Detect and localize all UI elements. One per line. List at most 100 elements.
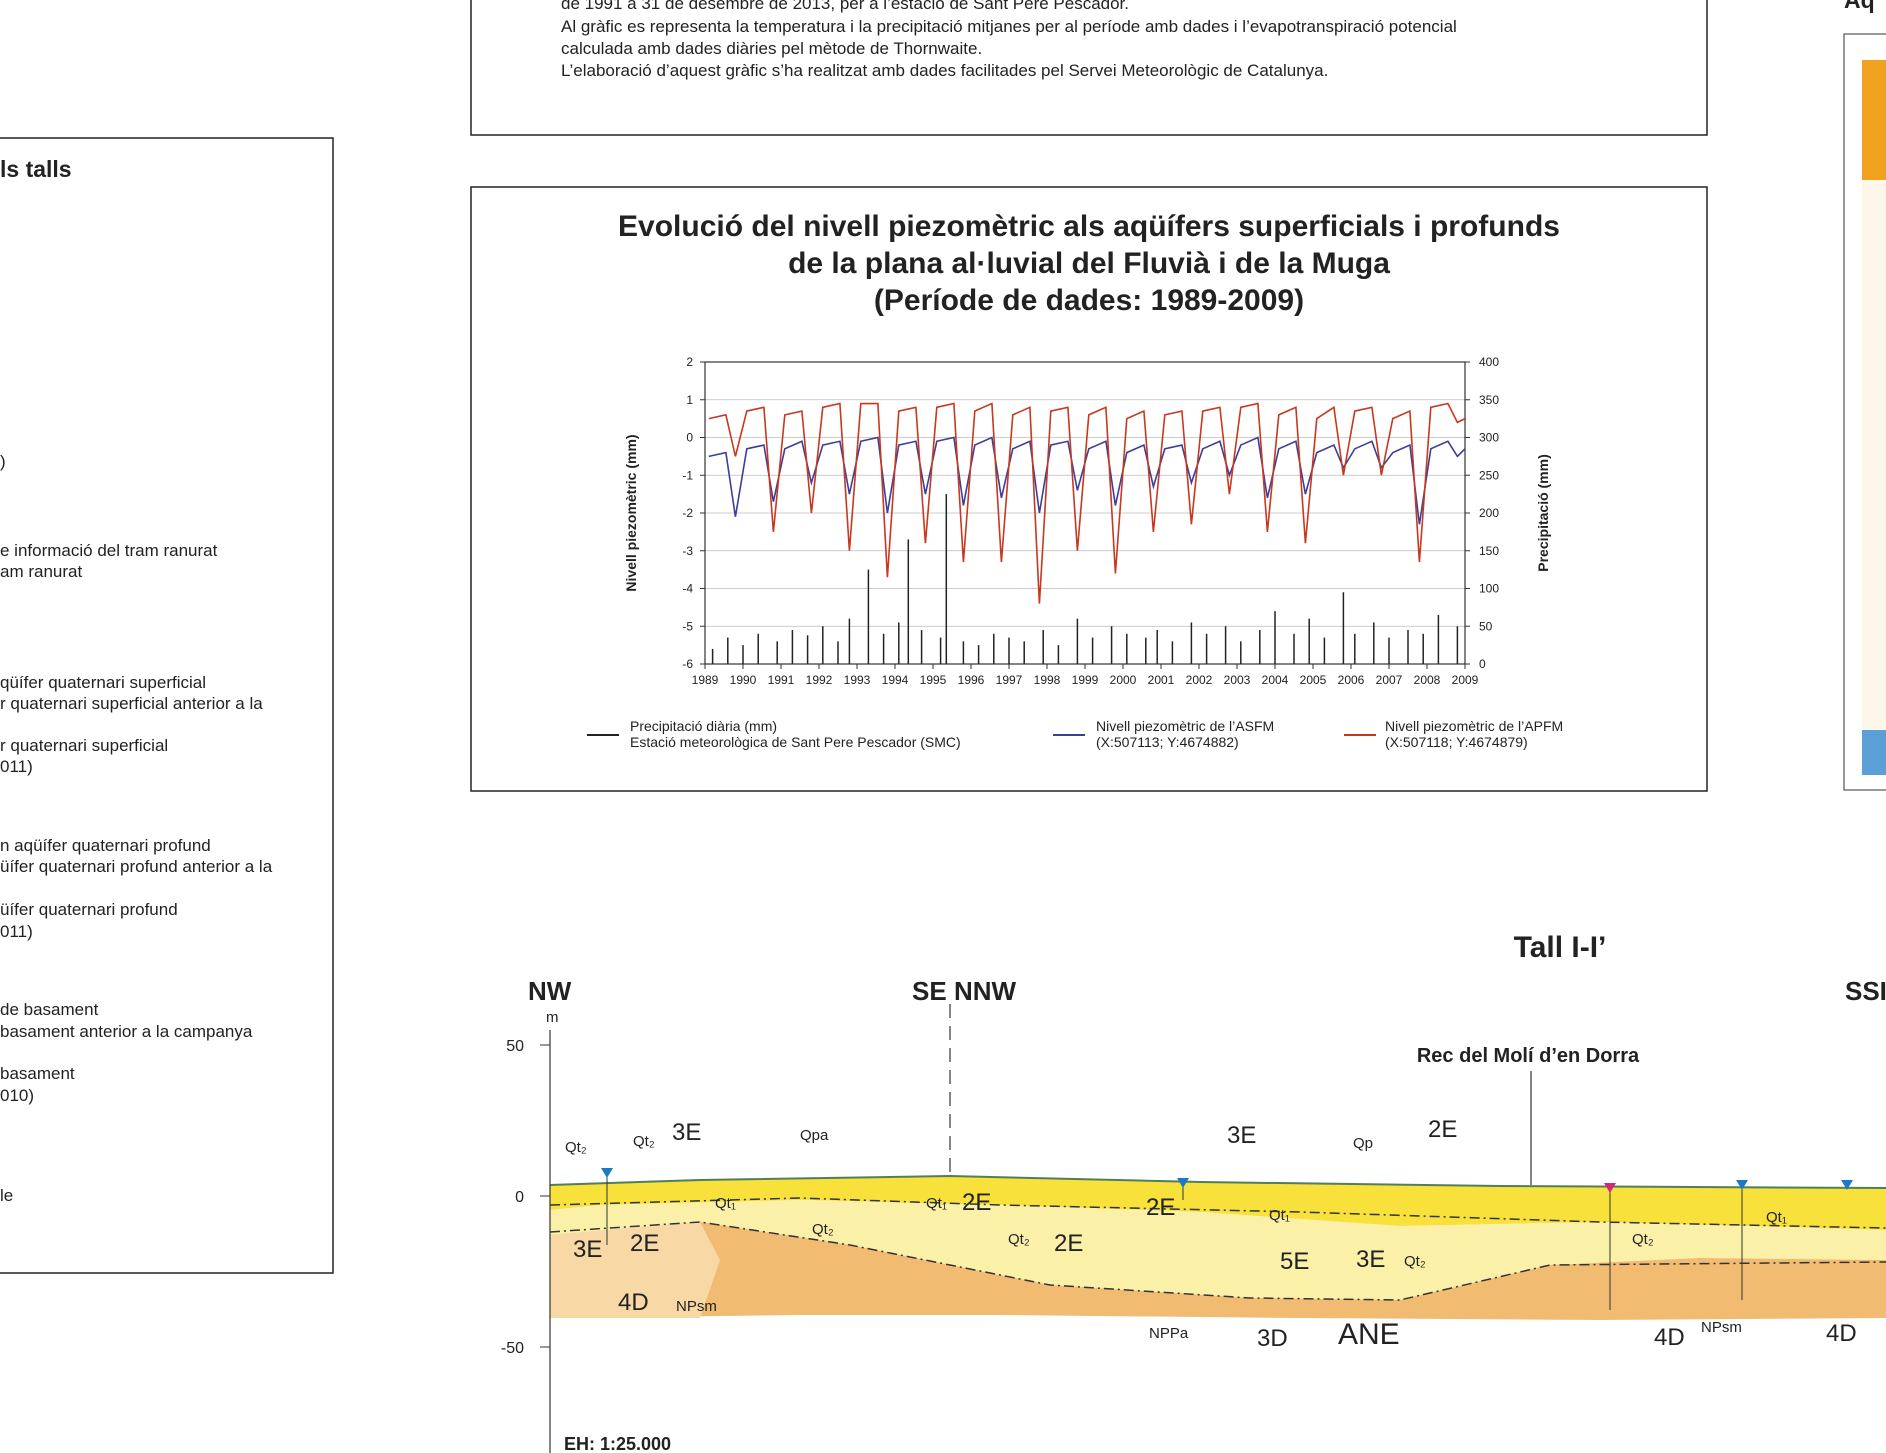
section-tick-label: -50 xyxy=(501,1340,524,1357)
intro-text: de 1991 a 31 de desembre de 2013, per a … xyxy=(561,0,1457,80)
legend-sublabel: (X:507113; Y:4674882) xyxy=(1096,734,1239,750)
legend-panel-item: 010) xyxy=(0,1086,34,1105)
x-tick-label: 2001 xyxy=(1148,673,1175,687)
intro-line: L’elaboració d’aquest gràfic s’ha realit… xyxy=(561,61,1328,80)
legend-panel-item: am ranurat xyxy=(0,562,82,581)
y2-tick-label: 400 xyxy=(1479,355,1499,369)
unit-label: Qp xyxy=(1353,1135,1373,1152)
right-panel-fill xyxy=(1862,730,1886,775)
intro-line: de 1991 a 31 de desembre de 2013, per a … xyxy=(561,0,1129,13)
unit-label: 2E xyxy=(1054,1230,1083,1257)
legend-sublabel: (X:507118; Y:4674879) xyxy=(1385,734,1528,750)
legend-panel-item: basament xyxy=(0,1064,75,1083)
y-tick-label: 1 xyxy=(686,393,693,407)
x-tick-label: 1989 xyxy=(692,673,719,687)
series-line xyxy=(708,402,1466,604)
y2-axis-label: Precipitació (mm) xyxy=(1535,454,1551,571)
unit-label: 3D xyxy=(1257,1325,1288,1352)
legend-label: Nivell piezomètric de l’ASFM xyxy=(1096,718,1274,734)
unit-label: 2E xyxy=(1146,1194,1175,1221)
series-line xyxy=(708,436,1466,525)
unit-label: NPsm xyxy=(676,1298,717,1315)
legend-panel-item: basament anterior a la campanya xyxy=(0,1022,253,1041)
y-tick-label: 2 xyxy=(686,355,693,369)
legend-panel-item: üífer quaternari profund anterior a la xyxy=(0,857,273,876)
cross-section: Tall I-I’ NW SE NNW SSI m Rec del Molí d… xyxy=(501,931,1886,1453)
unit-label: Qt₁ xyxy=(1766,1209,1787,1226)
unit-label: NPPa xyxy=(1149,1325,1189,1342)
x-tick-label: 2005 xyxy=(1300,673,1327,687)
chart-frame xyxy=(470,186,1708,792)
x-tick-label: 1996 xyxy=(958,673,985,687)
layer-orange xyxy=(550,1222,1886,1320)
x-tick-label: 2004 xyxy=(1262,673,1289,687)
legend-panel-item: r quaternari superficial xyxy=(0,736,168,755)
legend-panel-item: üífer quaternari profund xyxy=(0,900,178,919)
legend-panel-item: le xyxy=(0,1186,13,1205)
legend-panel-items: ) e informació del tram ranurat am ranurat… xyxy=(0,452,273,1205)
unit-label: Qt₁ xyxy=(1269,1207,1290,1224)
x-tick-label: 1997 xyxy=(996,673,1023,687)
y-tick-label: 0 xyxy=(686,431,693,445)
x-tick-label: 1995 xyxy=(920,673,947,687)
x-tick-label: 1991 xyxy=(768,673,795,687)
y2-tick-label: 350 xyxy=(1479,393,1499,407)
legend-panel-title: ls talls xyxy=(0,156,72,182)
y-tick-label: -5 xyxy=(682,619,693,633)
x-tick-label: 2002 xyxy=(1186,673,1213,687)
layer-light-orange xyxy=(550,1222,720,1318)
right-panel-title: Aq xyxy=(1844,0,1875,13)
x-tick-label: 1992 xyxy=(806,673,833,687)
x-tick-label: 2008 xyxy=(1414,673,1441,687)
legend-panel-item: e informació del tram ranurat xyxy=(0,541,218,560)
unit-label: 2E xyxy=(1428,1116,1457,1143)
legend-panel-item: 011) xyxy=(0,922,33,941)
unit-label: Qt₁ xyxy=(715,1195,736,1212)
unit-label: 3E xyxy=(1356,1246,1385,1273)
section-title: Tall I-I’ xyxy=(1514,931,1607,964)
section-tick-label: 50 xyxy=(506,1038,524,1055)
y2-tick-label: 0 xyxy=(1479,657,1486,671)
y2-tick-label: 200 xyxy=(1479,506,1499,520)
y-axis-label: Nivell piezomètric (mm) xyxy=(623,434,639,591)
unit-label: Qt₂ xyxy=(565,1139,587,1156)
unit-label: 4D xyxy=(1654,1324,1685,1351)
unit-label: 4D xyxy=(1826,1320,1857,1347)
x-tick-label: 1994 xyxy=(882,673,909,687)
layer-pale-yellow xyxy=(550,1200,1886,1300)
chart-title: (Període de dades: 1989-2009) xyxy=(874,284,1304,317)
legend-panel-item: n aqüífer quaternari profund xyxy=(0,836,211,855)
section-edge-label: NNW xyxy=(954,976,1017,1006)
y-tick-label: -3 xyxy=(682,544,693,558)
unit-label: 3E xyxy=(1227,1122,1256,1149)
x-tick-label: 1990 xyxy=(730,673,757,687)
section-unit: m xyxy=(546,1009,559,1026)
contact-line xyxy=(549,1221,1886,1301)
x-tick-label: 2000 xyxy=(1110,673,1137,687)
section-tick-label: 0 xyxy=(515,1189,524,1206)
y-tick-label: -2 xyxy=(682,506,693,520)
unit-label: 5E xyxy=(1280,1248,1309,1275)
unit-label: 3E xyxy=(672,1119,701,1146)
ground-surface xyxy=(549,1174,1886,1189)
legend-panel-frame xyxy=(0,137,334,1274)
unit-label: Qt₂ xyxy=(1632,1231,1654,1248)
y2-tick-label: 150 xyxy=(1479,544,1499,558)
unit-label: Qt₂ xyxy=(1404,1253,1426,1270)
y2-tick-label: 50 xyxy=(1479,619,1493,633)
chart-title: de la plana al·luvial del Fluvià i de la… xyxy=(788,247,1390,280)
legend-panel-item: 011) xyxy=(0,757,33,776)
unit-label: NPsm xyxy=(1701,1319,1742,1336)
intro-line: calculada amb dades diàries pel mètode d… xyxy=(561,39,982,58)
y-tick-label: -1 xyxy=(682,468,693,482)
x-tick-label: 1999 xyxy=(1072,673,1099,687)
unit-label: ANE xyxy=(1338,1318,1400,1351)
feature-label: Rec del Molí d’en Dorra xyxy=(1417,1045,1640,1067)
legend-panel-item: r quaternari superficial anterior a la xyxy=(0,694,263,713)
unit-label: Qt₁ xyxy=(926,1195,947,1212)
legend-label: Precipitació diària (mm) xyxy=(630,718,777,734)
y-tick-label: -6 xyxy=(682,657,693,671)
y2-tick-label: 300 xyxy=(1479,431,1499,445)
unit-label: Qt₂ xyxy=(633,1133,655,1150)
